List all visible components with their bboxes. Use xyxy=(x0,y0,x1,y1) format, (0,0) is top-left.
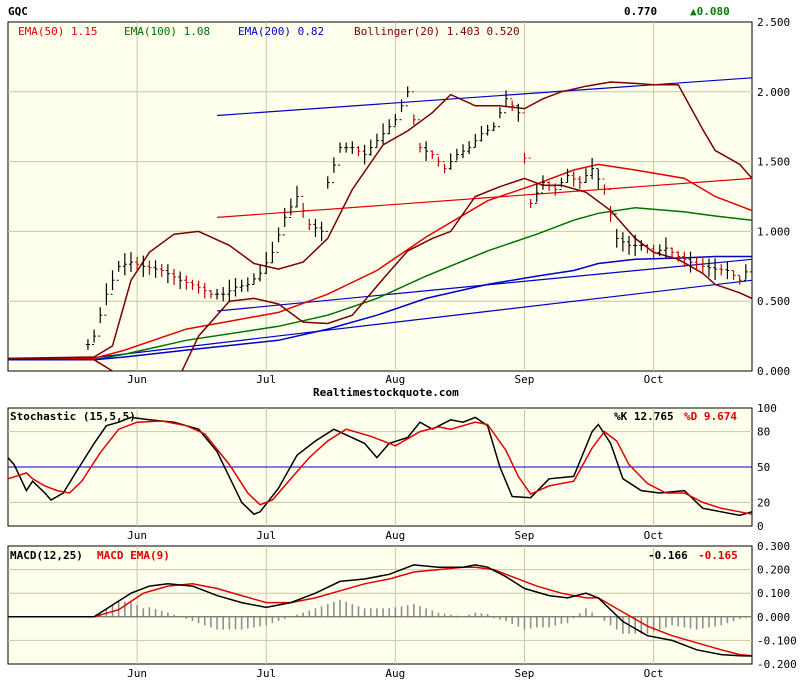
y-tick-label: 0 xyxy=(757,520,764,533)
x-tick-label-macd: Aug xyxy=(385,667,405,680)
y-tick-label: 0.000 xyxy=(757,611,790,624)
y-tick-label: 0.300 xyxy=(757,540,790,553)
y-tick-label: 0.200 xyxy=(757,564,790,577)
price-series-group xyxy=(8,77,752,371)
price-panel xyxy=(7,21,753,372)
y-tick-label: -0.100 xyxy=(757,634,797,647)
macd-line xyxy=(8,564,753,657)
legend-ema200: EMA(200) 0.82 xyxy=(238,25,324,38)
chart-marks xyxy=(7,77,753,657)
stochastic-title: Stochastic (15,5,5) xyxy=(10,410,136,423)
y-tick-label: 1.000 xyxy=(757,225,790,238)
macd-value: -0.166 xyxy=(648,549,688,562)
y-tick-label: 100 xyxy=(757,402,777,415)
x-tick-label-stochastic: Sep xyxy=(515,529,535,542)
trendline-red xyxy=(217,177,752,218)
legend-bollinger: Bollinger(20) 1.403 0.520 xyxy=(354,25,520,38)
macd-ema-line xyxy=(8,566,753,657)
trendline xyxy=(75,279,752,361)
stochastic-k-line xyxy=(7,416,753,517)
x-tick-label-stochastic: Oct xyxy=(644,529,664,542)
y-tick-label: 2.000 xyxy=(757,86,790,99)
y-tick-label: 20 xyxy=(757,496,770,509)
x-tick-label-macd: Oct xyxy=(644,667,664,680)
y-tick-label: 1.500 xyxy=(757,156,790,169)
stochastic-d-line xyxy=(7,420,753,515)
x-tick-label-price: Oct xyxy=(644,373,664,386)
y-tick-label: -0.200 xyxy=(757,658,797,671)
x-tick-label-stochastic: Aug xyxy=(385,529,405,542)
x-tick-label-macd: Sep xyxy=(515,667,535,680)
macd-ema-value: -0.165 xyxy=(698,549,738,562)
macd-panel xyxy=(7,545,753,665)
y-tick-label: 0.000 xyxy=(757,365,790,378)
y-tick-label: 0.100 xyxy=(757,587,790,600)
x-tick-label-price: Aug xyxy=(385,373,405,386)
axis-labels: Jun Jun Jun Jul Jul Jul Aug Aug Aug Sep Sep Sep Oct O… xyxy=(127,16,797,680)
x-tick-label-price: Jul xyxy=(256,373,276,386)
last-price: 0.770 xyxy=(624,5,657,18)
price-line-ema-200- xyxy=(8,255,752,361)
x-tick-label-price: Jun xyxy=(127,373,147,386)
x-tick-label-price: Sep xyxy=(515,373,535,386)
price-line-ema-50- xyxy=(8,163,752,361)
price-line-bollinger-upper xyxy=(8,81,752,360)
x-tick-label-stochastic: Jun xyxy=(127,529,147,542)
stochastic-k-label: %K 12.765 xyxy=(614,410,674,423)
y-tick-label: 50 xyxy=(757,461,770,474)
y-tick-label: 80 xyxy=(757,426,770,439)
legend-ema100: EMA(100) 1.08 xyxy=(124,25,210,38)
symbol-title: GQC xyxy=(8,5,28,18)
macd-ema-title: MACD EMA(9) xyxy=(97,549,170,562)
x-tick-label-stochastic: Jul xyxy=(256,529,276,542)
price-change: ▲0.080 xyxy=(690,5,730,18)
macd-title: MACD(12,25) xyxy=(10,549,83,562)
watermark: Realtimestockquote.com xyxy=(313,386,459,399)
y-tick-label: 0.500 xyxy=(757,295,790,308)
y-tick-label: 2.500 xyxy=(757,16,790,29)
x-tick-label-macd: Jul xyxy=(256,667,276,680)
stochastic-d-label: %D 9.674 xyxy=(684,410,737,423)
x-tick-label-macd: Jun xyxy=(127,667,147,680)
price-line-ema-100- xyxy=(8,206,752,361)
legend-ema50: EMA(50) 1.15 xyxy=(18,25,97,38)
